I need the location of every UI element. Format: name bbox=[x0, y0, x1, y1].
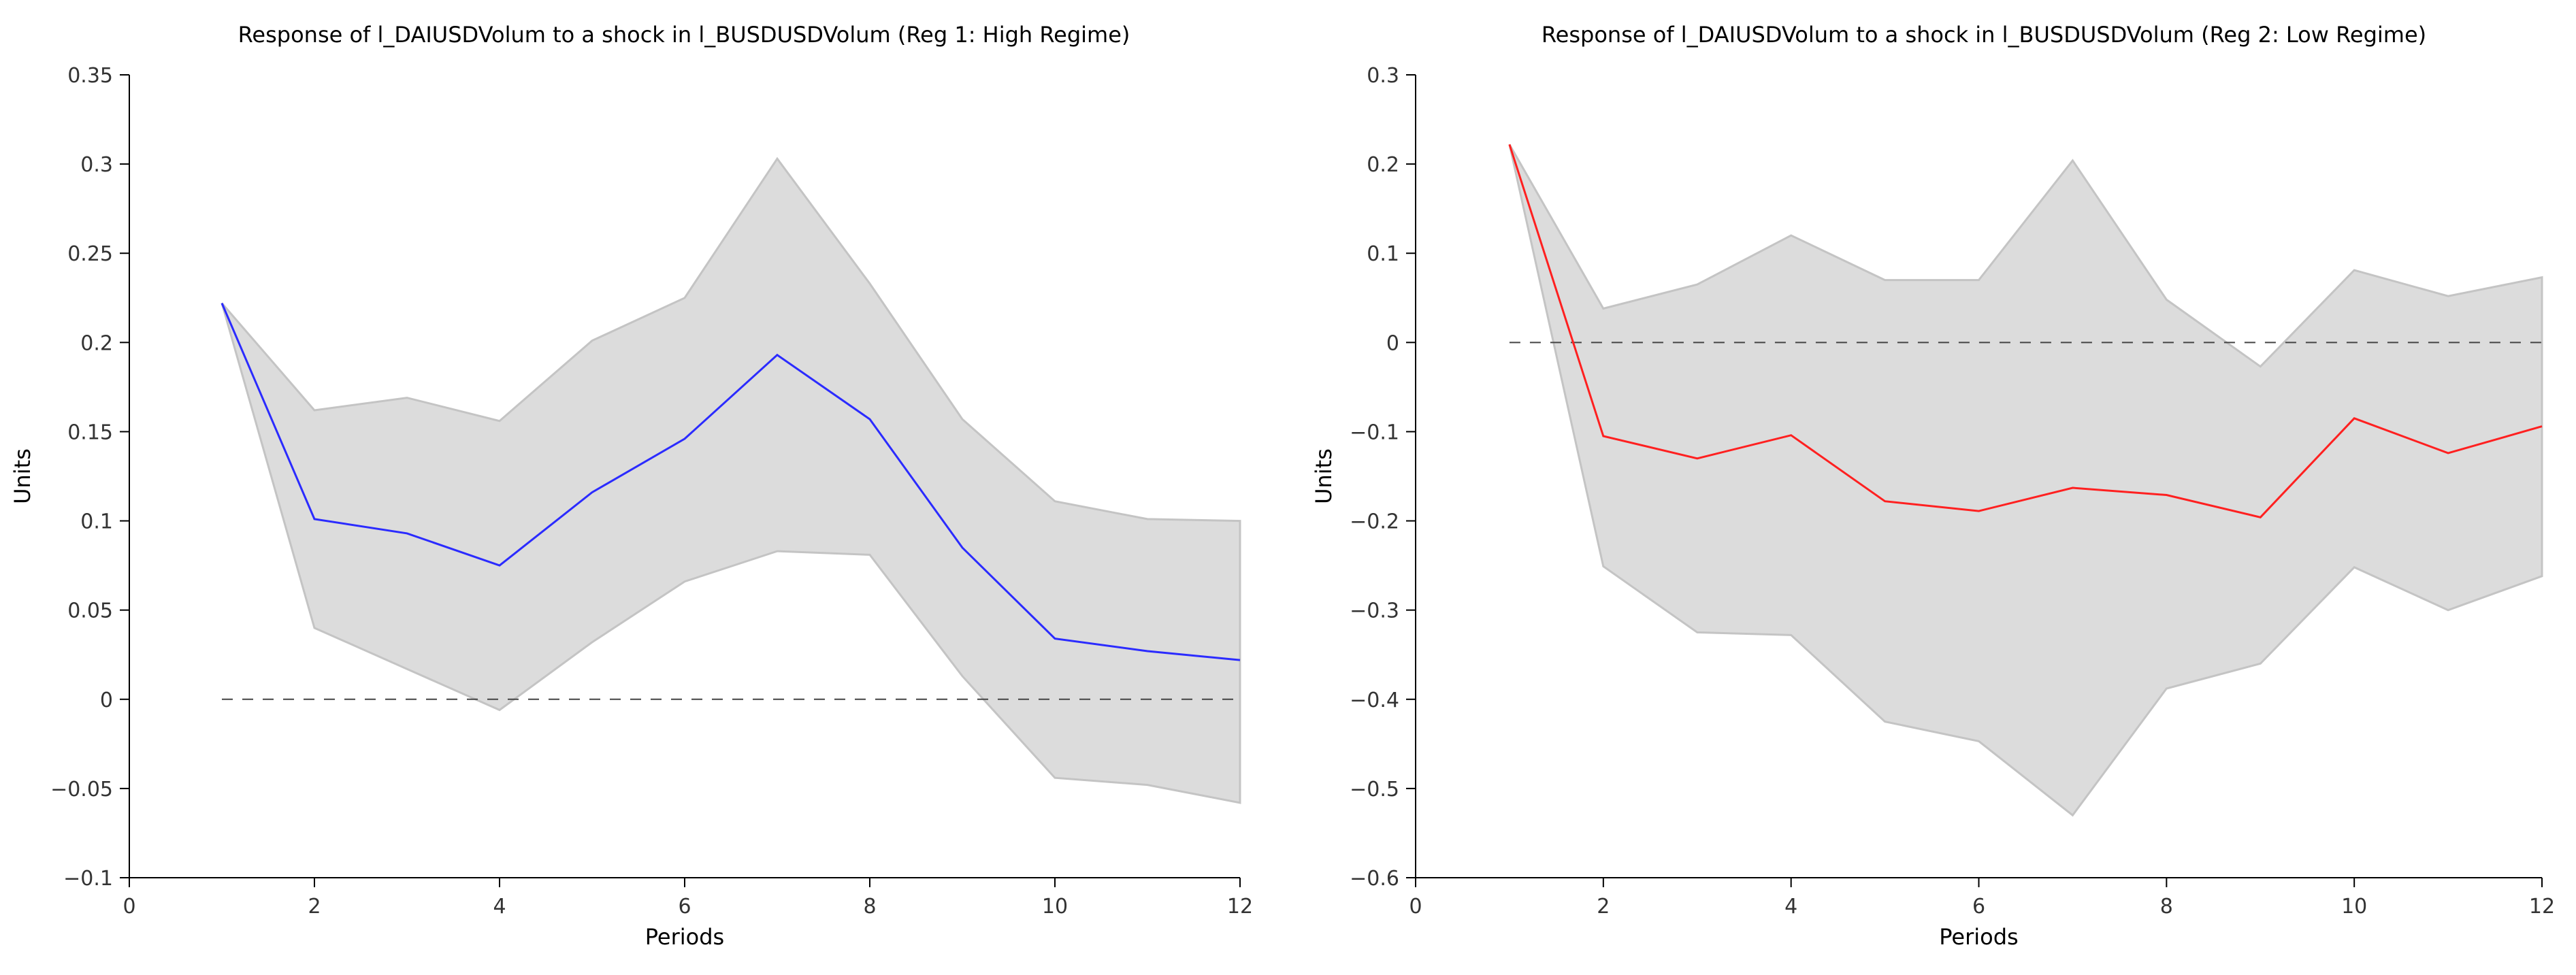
high-regime-y-tick-label: −0.05 bbox=[50, 778, 113, 802]
low-regime-x-tick-label: 10 bbox=[2341, 895, 2367, 919]
high-regime-y-tick-label: 0.05 bbox=[67, 599, 113, 623]
low-regime-x-tick-label: 4 bbox=[1784, 895, 1797, 919]
high-regime-x-tick-label: 10 bbox=[1042, 895, 1068, 919]
low-regime-x-tick-label: 2 bbox=[1597, 895, 1610, 919]
high-regime-x-tick-label: 12 bbox=[1227, 895, 1253, 919]
low-regime-y-tick-label: −0.2 bbox=[1350, 510, 1399, 534]
high-regime-y-tick-label: 0.1 bbox=[80, 510, 113, 534]
high-regime-x-tick-label: 8 bbox=[863, 895, 876, 919]
low-regime-y-tick-label: 0 bbox=[1386, 331, 1399, 355]
low-regime-x-tick-label: 8 bbox=[2160, 895, 2173, 919]
low-regime-confidence-band bbox=[1508, 144, 2543, 817]
high-regime-x-tick-label: 4 bbox=[493, 895, 506, 919]
low-regime-chart-title: Response of l_DAIUSDVolum to a shock in … bbox=[1542, 22, 2426, 48]
high-regime-confidence-band bbox=[221, 156, 1241, 804]
low-regime-x-axis-label: Periods bbox=[1939, 924, 2018, 950]
low-regime-y-tick-label: −0.3 bbox=[1350, 599, 1399, 623]
low-regime-y-axis-label: Units bbox=[1311, 448, 1337, 504]
high-regime-y-tick-label: 0.35 bbox=[67, 64, 113, 88]
low-regime-x-tick-label: 6 bbox=[1972, 895, 1985, 919]
high-regime-y-tick-label: 0.2 bbox=[80, 331, 113, 355]
high-regime-response-line bbox=[221, 303, 1241, 661]
low-regime-y-tick-label: 0.3 bbox=[1367, 64, 1399, 88]
high-regime-y-tick-label: 0.15 bbox=[67, 420, 113, 444]
low-regime-y-tick-label: 0.1 bbox=[1367, 242, 1399, 266]
high-regime-y-axis-label: Units bbox=[10, 448, 35, 504]
high-regime-x-tick-label: 6 bbox=[678, 895, 691, 919]
high-regime-chart-title: Response of l_DAIUSDVolum to a shock in … bbox=[238, 22, 1130, 48]
high-regime-y-tick-label: −0.1 bbox=[63, 867, 113, 891]
low-regime-y-tick-label: 0.2 bbox=[1367, 153, 1399, 177]
high-regime-y-tick-label: 0.25 bbox=[67, 242, 113, 266]
high-regime-y-tick-label: 0 bbox=[100, 689, 113, 712]
high-regime-x-tick-label: 2 bbox=[308, 895, 321, 919]
low-regime-x-tick-label: 0 bbox=[1409, 895, 1422, 919]
high-regime-x-axis-label: Periods bbox=[645, 924, 724, 950]
low-regime-response-line bbox=[1508, 144, 2543, 518]
low-regime-y-tick-label: −0.5 bbox=[1350, 778, 1399, 802]
low-regime-y-tick-label: −0.4 bbox=[1350, 689, 1399, 712]
high-regime-y-tick-label: 0.3 bbox=[80, 153, 113, 177]
low-regime-y-tick-label: −0.6 bbox=[1350, 867, 1399, 891]
high-regime-x-tick-label: 0 bbox=[123, 895, 135, 919]
chart-panel-high-regime: −0.1 −0.05 0 0.05 0.1 0.15 0.2 0.25 0.3 0.35 0 2 4 6 8… bbox=[10, 22, 1253, 950]
low-regime-y-tick-label: −0.1 bbox=[1350, 420, 1399, 444]
low-regime-x-tick-label: 12 bbox=[2529, 895, 2555, 919]
chart-panel-low-regime: −0.6 −0.5 −0.4 −0.3 −0.2 −0.1 0 0.1 0.2 0.3 0 2 4 6 8 1… bbox=[1311, 22, 2555, 950]
